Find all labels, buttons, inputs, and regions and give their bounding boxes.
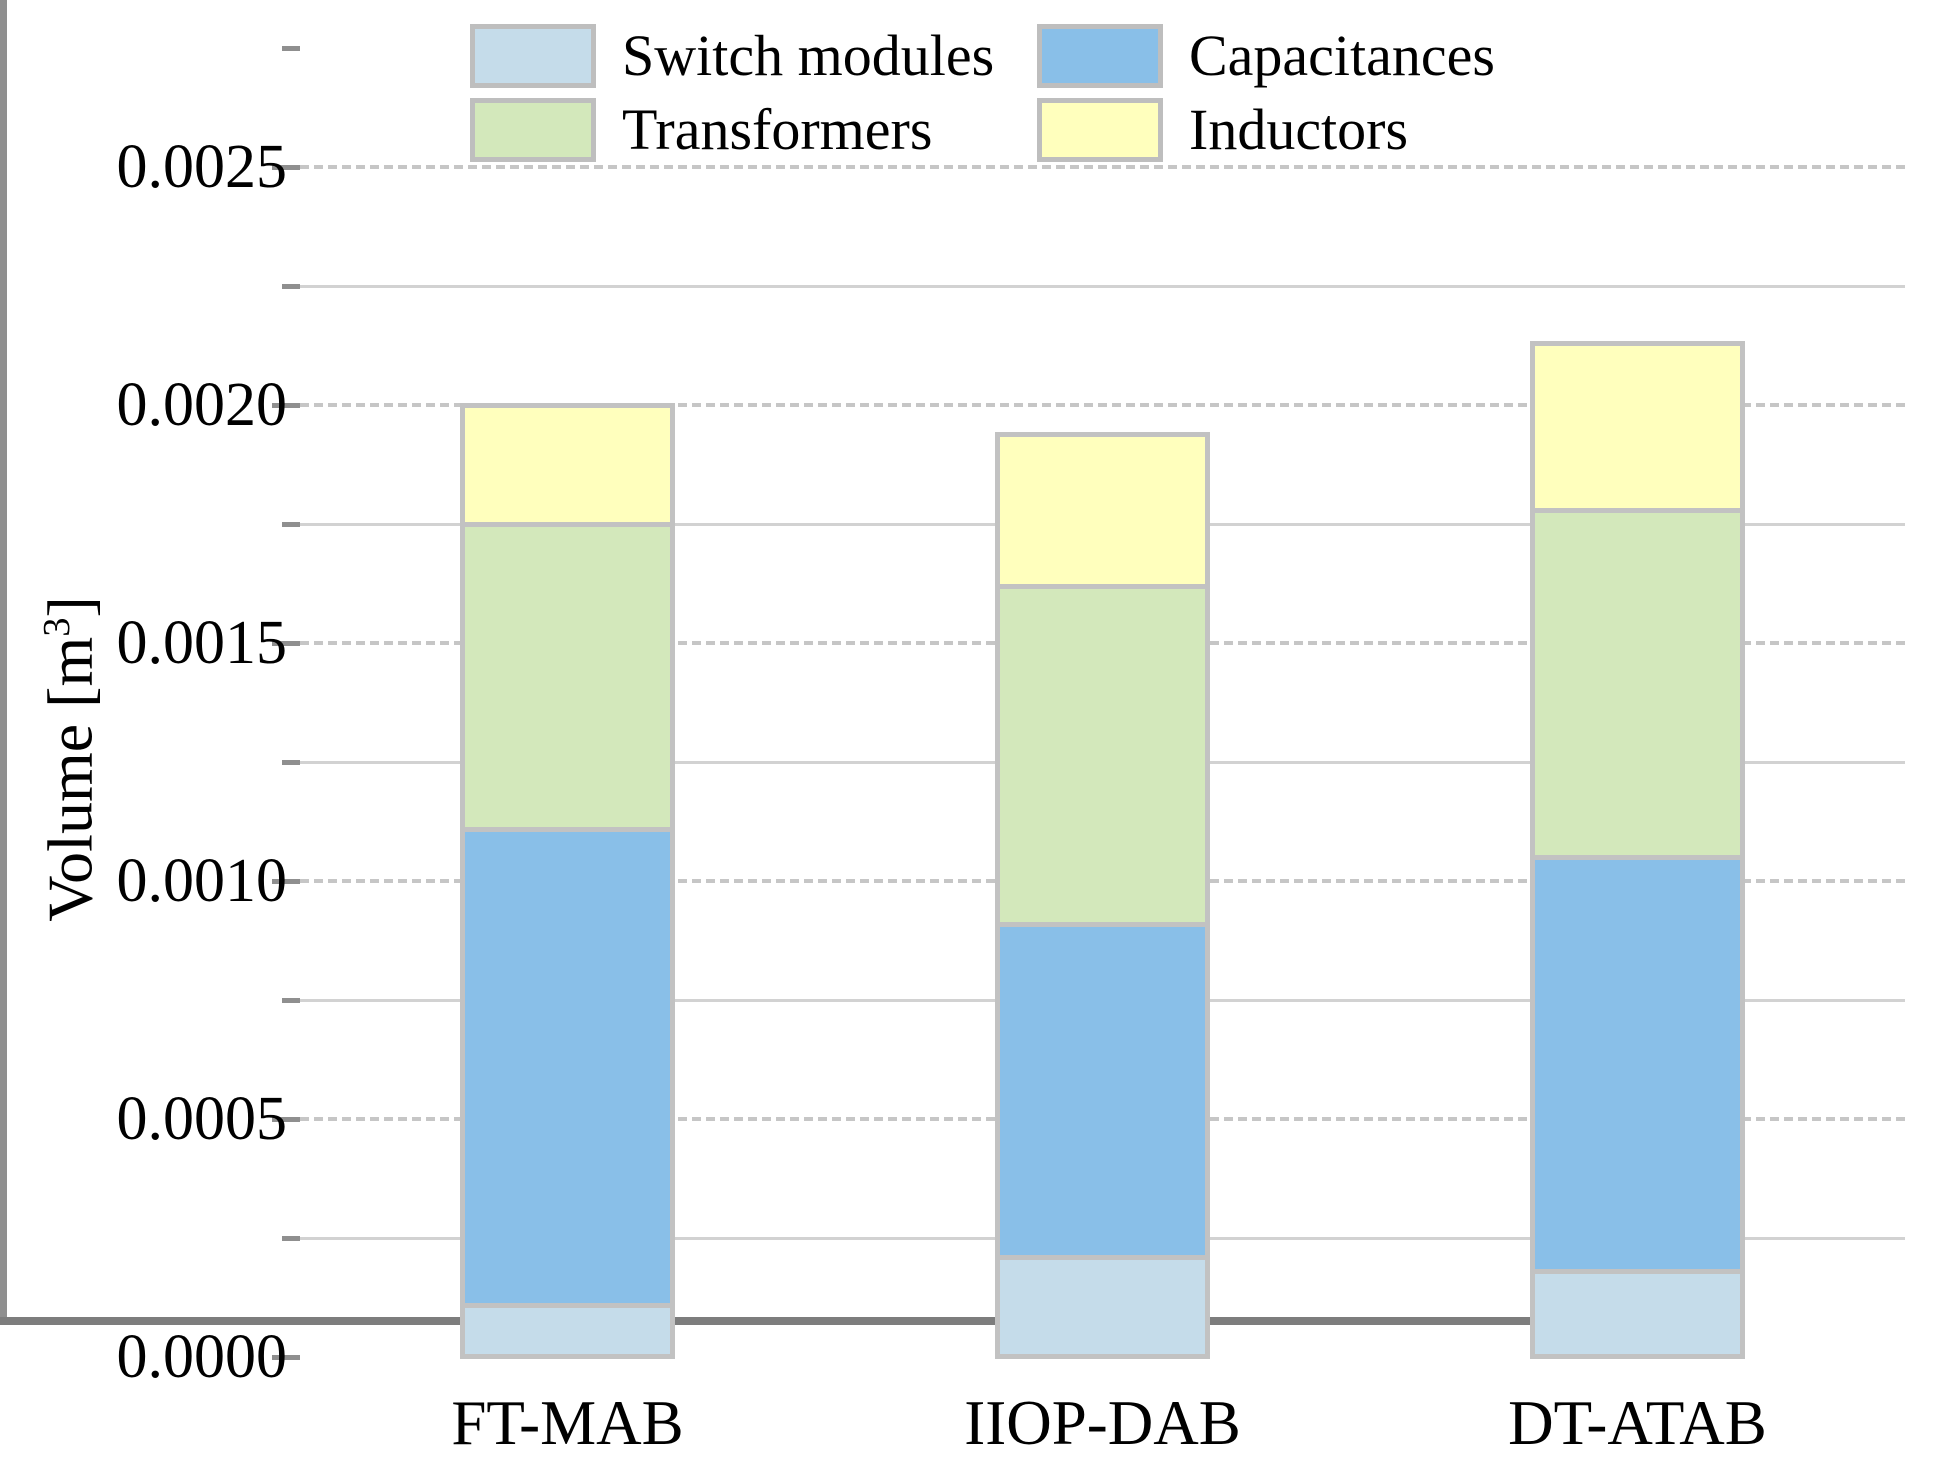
bar-segment-divider bbox=[465, 1302, 670, 1308]
legend-label: Switch modules bbox=[622, 23, 995, 88]
y-tick-label: 0.0025 bbox=[116, 133, 288, 201]
legend-swatch-switch-modules bbox=[470, 24, 596, 88]
legend-item-transformers: Transformers bbox=[470, 98, 932, 162]
y-tick-label: 0.0000 bbox=[116, 1323, 288, 1391]
legend-swatch-transformers bbox=[470, 98, 596, 162]
x-tick-label-ft-mab: FT-MAB bbox=[451, 1388, 684, 1458]
bar-segment-switch-modules bbox=[465, 1304, 670, 1354]
y-axis-minor-tick bbox=[282, 1236, 300, 1241]
y-tick-label: 0.0010 bbox=[116, 847, 288, 915]
major-gridline bbox=[300, 165, 1905, 169]
x-tick-label-dt-atab: DT-ATAB bbox=[1508, 1388, 1767, 1458]
y-axis-major-tick bbox=[272, 879, 300, 884]
bar-segment-divider bbox=[1000, 583, 1205, 589]
y-tick-label: 0.0020 bbox=[116, 371, 288, 439]
y-axis-major-tick bbox=[272, 165, 300, 170]
y-axis-minor-tick bbox=[282, 522, 300, 527]
bar-segment-divider bbox=[1535, 855, 1740, 861]
bar-segment-capacitances bbox=[465, 828, 670, 1305]
bar-segment-switch-modules bbox=[1535, 1271, 1740, 1354]
legend-item-inductors: Inductors bbox=[1037, 98, 1408, 162]
bar-segment-transformers bbox=[1535, 509, 1740, 858]
legend-label: Inductors bbox=[1189, 97, 1409, 162]
bar-segment-divider bbox=[1000, 1255, 1205, 1261]
y-tick-label: 0.0015 bbox=[116, 609, 288, 677]
y-axis-major-tick bbox=[272, 641, 300, 646]
bar-segment-inductors bbox=[465, 408, 670, 524]
y-axis-spine bbox=[0, 0, 7, 1317]
major-gridline bbox=[300, 403, 1905, 407]
x-axis-line bbox=[0, 1317, 1642, 1325]
bar-segment-capacitances bbox=[1535, 857, 1740, 1272]
bar-segment-divider bbox=[1000, 921, 1205, 927]
bar-segment-divider bbox=[465, 826, 670, 832]
legend-swatch-capacitances bbox=[1037, 24, 1163, 88]
y-axis-major-tick bbox=[272, 1355, 300, 1360]
x-tick-label-iiop-dab: IIOP-DAB bbox=[964, 1388, 1241, 1458]
bar-dt-atab bbox=[1530, 341, 1745, 1359]
bar-iiop-dab bbox=[995, 431, 1210, 1359]
bar-segment-divider bbox=[465, 522, 670, 527]
legend: Switch modules Capacitances Transformers In… bbox=[0, 0, 1935, 180]
minor-gridline bbox=[300, 285, 1905, 288]
y-axis-major-tick bbox=[272, 1117, 300, 1122]
legend-item-capacitances: Capacitances bbox=[1037, 24, 1495, 88]
bar-segment-inductors bbox=[1000, 436, 1205, 586]
bar-segment-transformers bbox=[465, 524, 670, 829]
bar-segment-divider bbox=[1535, 507, 1740, 513]
bar-segment-transformers bbox=[1000, 585, 1205, 924]
legend-swatch-inductors bbox=[1037, 98, 1163, 162]
y-axis-minor-tick bbox=[282, 998, 300, 1003]
y-axis-major-tick bbox=[272, 403, 300, 408]
y-axis-minor-tick bbox=[282, 284, 300, 289]
bar-segment-switch-modules bbox=[1000, 1257, 1205, 1354]
y-tick-label: 0.0005 bbox=[116, 1085, 288, 1153]
bar-segment-capacitances bbox=[1000, 923, 1205, 1257]
bar-ft-mab bbox=[460, 403, 675, 1359]
y-axis-minor-tick bbox=[282, 46, 300, 51]
legend-label: Capacitances bbox=[1189, 23, 1495, 88]
legend-label: Transformers bbox=[622, 97, 933, 162]
y-axis-minor-tick bbox=[282, 760, 300, 765]
bar-segment-divider bbox=[1535, 1269, 1740, 1275]
legend-item-switch-modules: Switch modules bbox=[470, 24, 994, 88]
bar-segment-inductors bbox=[1535, 346, 1740, 510]
